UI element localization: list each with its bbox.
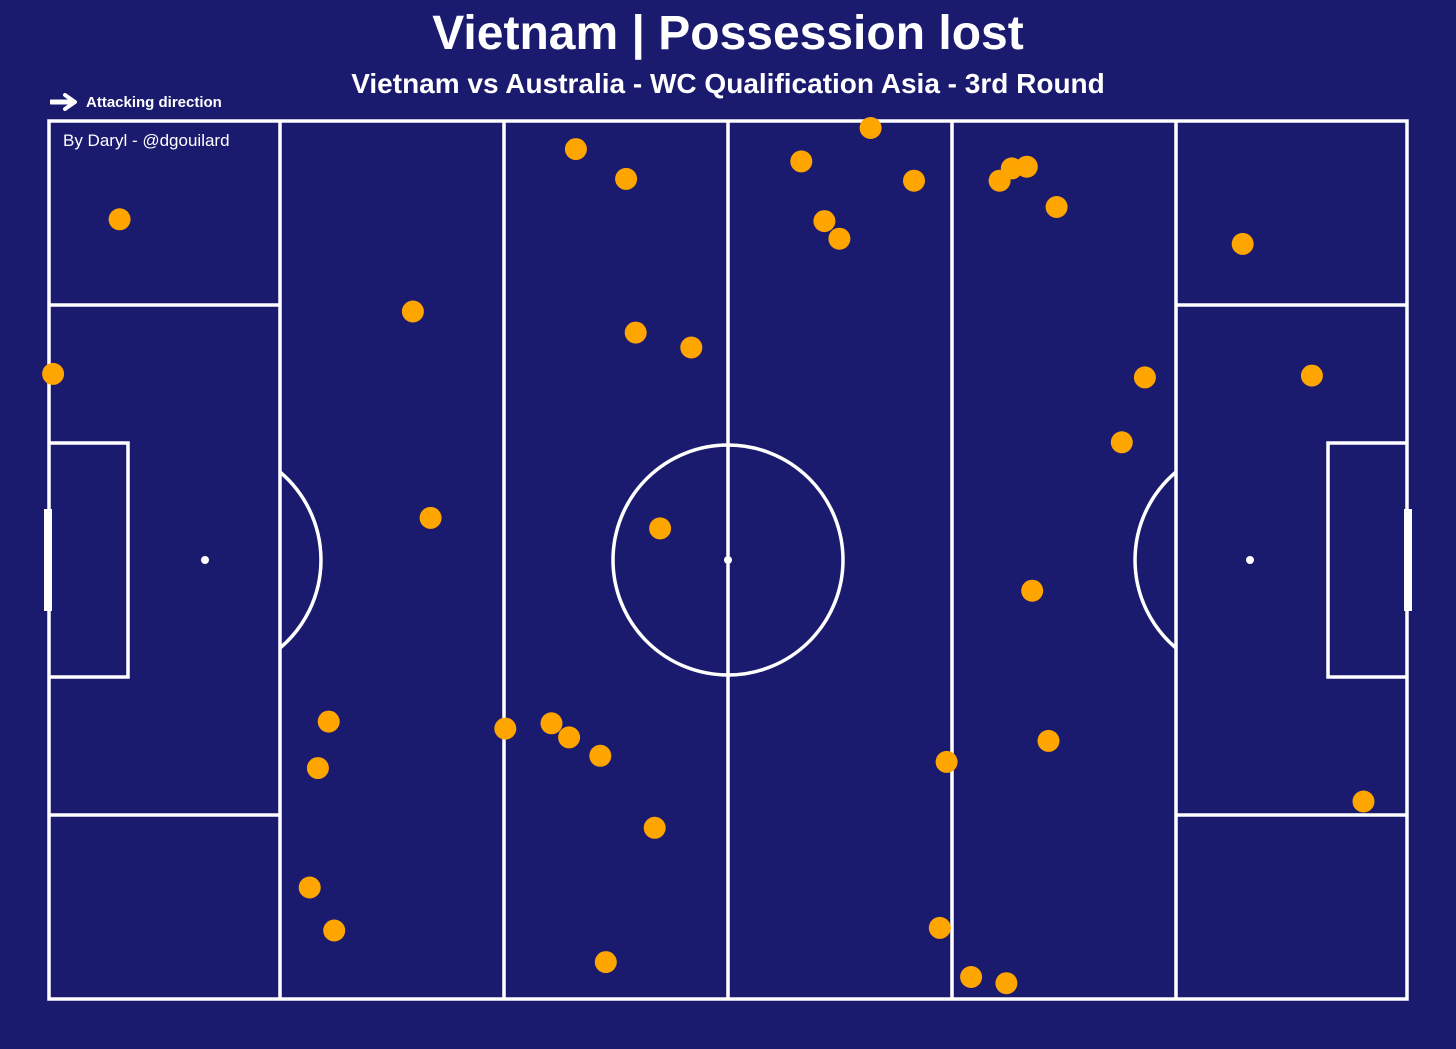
possession-lost-point-34 <box>1037 729 1060 752</box>
possession-lost-point-2 <box>42 362 65 385</box>
possession-lost-point-9 <box>564 138 587 161</box>
right-penalty-arc <box>1133 470 1178 650</box>
possession-lost-point-24 <box>903 169 925 192</box>
possession-lost-point-39 <box>1352 790 1375 813</box>
possession-lost-point-21 <box>859 117 882 139</box>
possession-lost-point-7 <box>298 876 321 899</box>
possession-lost-point-6 <box>306 757 329 780</box>
left-penalty-spot <box>201 556 209 564</box>
possession-lost-point-28 <box>1045 196 1068 218</box>
possession-lost-point-31 <box>960 966 983 988</box>
possession-lost-point-15 <box>540 712 563 735</box>
right-penalty-spot <box>1246 556 1254 564</box>
possession-lost-point-29 <box>935 750 958 773</box>
possession-lost-point-19 <box>594 951 617 974</box>
centre-circle <box>611 443 845 677</box>
possession-lost-point-33 <box>1021 579 1044 602</box>
chart-subtitle: Vietnam vs Australia - WC Qualification … <box>351 68 1105 99</box>
right-goal <box>1404 509 1412 611</box>
attacking-direction-indicator: Attacking direction <box>50 91 222 113</box>
possession-lost-point-12 <box>680 336 703 359</box>
left-six-yard-box <box>49 441 130 679</box>
left-goal <box>44 509 52 611</box>
possession-lost-point-14 <box>494 717 517 740</box>
possession-lost-point-4 <box>419 506 442 529</box>
possession-lost-point-30 <box>928 916 951 939</box>
possession-lost-point-23 <box>828 227 851 250</box>
possession-lost-point-10 <box>615 167 638 190</box>
possession-lost-point-36 <box>1110 431 1133 454</box>
attacking-direction-label: Attacking direction <box>86 93 222 111</box>
possession-lost-point-35 <box>1133 366 1156 389</box>
centre-spot <box>724 556 732 564</box>
possession-lost-point-11 <box>624 321 647 344</box>
possession-lost-point-20 <box>790 150 813 173</box>
possession-lost-point-17 <box>589 744 612 767</box>
possession-lost-point-13 <box>649 517 672 540</box>
possession-lost-point-3 <box>401 300 424 323</box>
possession-lost-point-5 <box>317 710 340 733</box>
possession-lost-point-37 <box>1231 232 1254 255</box>
possession-lost-point-1 <box>108 208 131 231</box>
possession-lost-point-32 <box>995 972 1018 995</box>
left-penalty-arc <box>278 470 323 650</box>
possession-lost-point-8 <box>323 919 346 942</box>
possession-lost-point-22 <box>813 210 836 233</box>
author-credit: By Daryl - @dgouilard <box>63 131 230 150</box>
right-six-yard-box <box>1326 441 1407 679</box>
arrow-right-icon <box>50 93 78 111</box>
possession-lost-point-27 <box>1015 155 1038 178</box>
possession-lost-points <box>42 117 1375 995</box>
possession-lost-point-18 <box>643 816 666 839</box>
chart-title: Vietnam | Possession lost <box>432 7 1024 60</box>
possession-lost-point-16 <box>558 726 581 749</box>
possession-lost-point-38 <box>1300 364 1323 387</box>
